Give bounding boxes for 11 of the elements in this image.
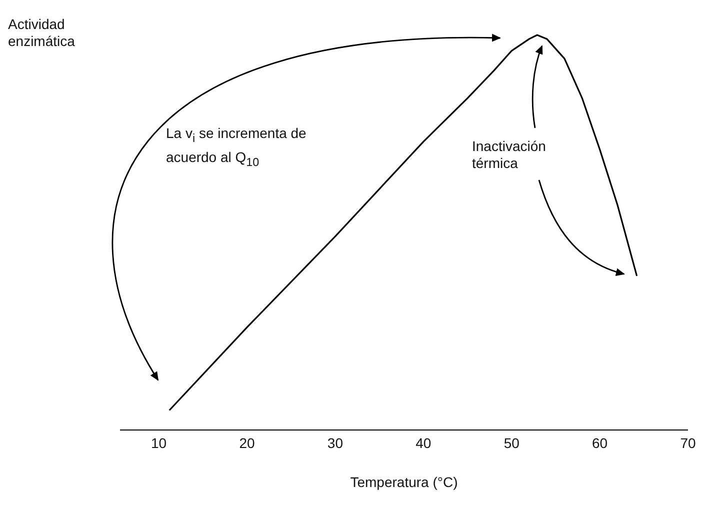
x-tick-label: 50 [504,434,520,451]
x-axis-title: Temperatura (°C) [349,474,459,491]
x-tick-label: 40 [416,434,432,451]
x-tick-label: 60 [592,434,608,451]
x-tick-label: 70 [680,434,696,451]
annotation: Inactivación térmica [472,138,547,172]
x-tick-label: 10 [151,434,167,451]
y-axis-title: Actividad enzimática [8,16,76,50]
x-tick-label: 20 [239,434,256,451]
x-tick-label: 30 [327,434,344,451]
annotation: La v$_{i}$ se incrementa de acuerdo al Q$_{10}$ [166,124,308,171]
